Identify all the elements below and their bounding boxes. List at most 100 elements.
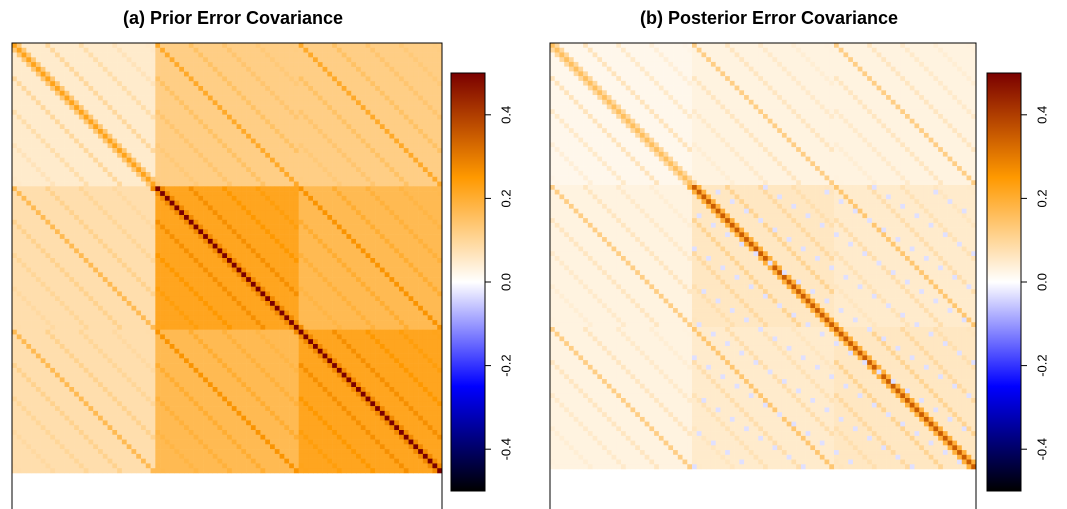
heatmap-cell	[375, 66, 381, 72]
heatmap-cell	[246, 133, 252, 139]
heatmap-cell	[207, 224, 213, 230]
heatmap-cell	[12, 277, 18, 283]
heatmap-cell	[136, 229, 142, 235]
heatmap-cell	[241, 176, 247, 182]
heatmap-cell	[274, 52, 280, 58]
heatmap-cell	[298, 86, 304, 92]
heatmap-cell	[231, 215, 237, 221]
heatmap-cell	[427, 224, 433, 230]
heatmap-cell	[83, 90, 89, 96]
heatmap-cell	[222, 167, 228, 173]
heatmap-cell	[332, 81, 338, 87]
heatmap-cell	[360, 133, 366, 139]
heatmap-cell	[150, 186, 156, 192]
heatmap-cell	[136, 296, 142, 302]
heatmap-cell	[270, 272, 276, 278]
heatmap-cell	[394, 124, 400, 130]
heatmap-cell	[408, 301, 414, 307]
heatmap-cell	[203, 181, 209, 187]
heatmap-cell	[83, 162, 89, 168]
heatmap-cell	[399, 157, 405, 163]
heatmap-cell	[231, 219, 237, 225]
heatmap-cell	[83, 138, 89, 144]
heatmap-cell	[360, 181, 366, 187]
heatmap-cell	[131, 95, 137, 101]
heatmap-cell	[150, 81, 156, 87]
heatmap-cell	[437, 129, 442, 135]
heatmap-cell	[379, 272, 385, 278]
heatmap-cell	[250, 191, 256, 197]
heatmap-cell	[16, 138, 22, 144]
heatmap-cell	[203, 57, 209, 63]
heatmap-cell	[164, 291, 170, 297]
heatmap-cell	[351, 138, 357, 144]
heatmap-cell	[365, 291, 371, 297]
heatmap-cell	[212, 100, 218, 106]
heatmap-cell	[136, 90, 142, 96]
heatmap-cell	[107, 262, 113, 268]
heatmap-cell	[418, 114, 424, 120]
heatmap-cell	[184, 148, 190, 154]
heatmap-cell	[31, 114, 37, 120]
heatmap-cell	[341, 224, 347, 230]
heatmap-cell	[102, 305, 108, 311]
heatmap-cell	[69, 281, 75, 287]
heatmap-cell	[289, 90, 295, 96]
heatmap-cell	[422, 86, 428, 92]
heatmap-cell	[45, 62, 51, 68]
heatmap-cell	[250, 243, 256, 249]
heatmap-cell	[121, 109, 127, 115]
heatmap-cell	[231, 181, 237, 187]
heatmap-cell	[117, 129, 123, 135]
heatmap-cell	[384, 191, 390, 197]
heatmap-cell	[389, 200, 395, 206]
heatmap-cell	[136, 86, 142, 92]
heatmap-cell	[160, 114, 166, 120]
heatmap-cell	[83, 234, 89, 240]
heatmap-cell	[141, 186, 147, 192]
heatmap-cell	[274, 114, 280, 120]
heatmap-cell	[255, 195, 261, 201]
heatmap-cell	[188, 43, 194, 49]
heatmap-cell	[365, 286, 371, 292]
heatmap-cell	[217, 138, 223, 144]
heatmap-cell	[198, 148, 204, 154]
heatmap-cell	[222, 286, 228, 292]
heatmap-cell	[308, 229, 314, 235]
heatmap-cell	[188, 62, 194, 68]
heatmap-cell	[422, 133, 428, 139]
heatmap-cell	[274, 272, 280, 278]
heatmap-cell	[408, 43, 414, 49]
heatmap-cell	[35, 152, 41, 158]
heatmap-cell	[255, 114, 261, 120]
heatmap-cell	[102, 229, 108, 235]
heatmap-cell	[102, 286, 108, 292]
heatmap-cell	[341, 81, 347, 87]
heatmap-cell	[231, 76, 237, 82]
heatmap-cell	[222, 157, 228, 163]
heatmap-cell	[427, 200, 433, 206]
heatmap-cell	[155, 291, 161, 297]
heatmap-cell	[131, 219, 137, 225]
heatmap-cell	[222, 76, 228, 82]
heatmap-cell	[102, 157, 108, 163]
heatmap-cell	[403, 172, 409, 178]
heatmap-cell	[145, 162, 151, 168]
heatmap-cell	[212, 47, 218, 53]
heatmap-cell	[198, 172, 204, 178]
heatmap-cell	[12, 234, 18, 240]
heatmap-cell	[289, 262, 295, 268]
heatmap-cell	[50, 157, 56, 163]
heatmap-cell	[21, 291, 27, 297]
heatmap-cell	[379, 90, 385, 96]
heatmap-cell	[403, 86, 409, 92]
heatmap-cell	[93, 124, 99, 130]
heatmap-cell	[356, 138, 362, 144]
heatmap-cell	[217, 143, 223, 149]
heatmap-cell	[360, 195, 366, 201]
heatmap-cell	[83, 119, 89, 125]
heatmap-cell	[293, 124, 299, 130]
heatmap-cell	[327, 152, 333, 158]
heatmap-cell	[184, 248, 190, 254]
heatmap-cell	[88, 47, 94, 53]
